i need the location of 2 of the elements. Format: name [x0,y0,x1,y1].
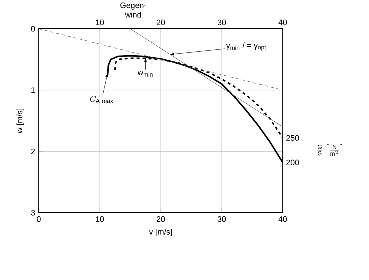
legend-title: $\frac{\mathrm{G}}{\mathrm{S}}\left[\frac{\mathrm{N}}{\mathrm{m}^{2}}\right]$ [318,144,343,156]
annotation: $C_{\mathrm{A\ max}}$ [90,96,114,104]
